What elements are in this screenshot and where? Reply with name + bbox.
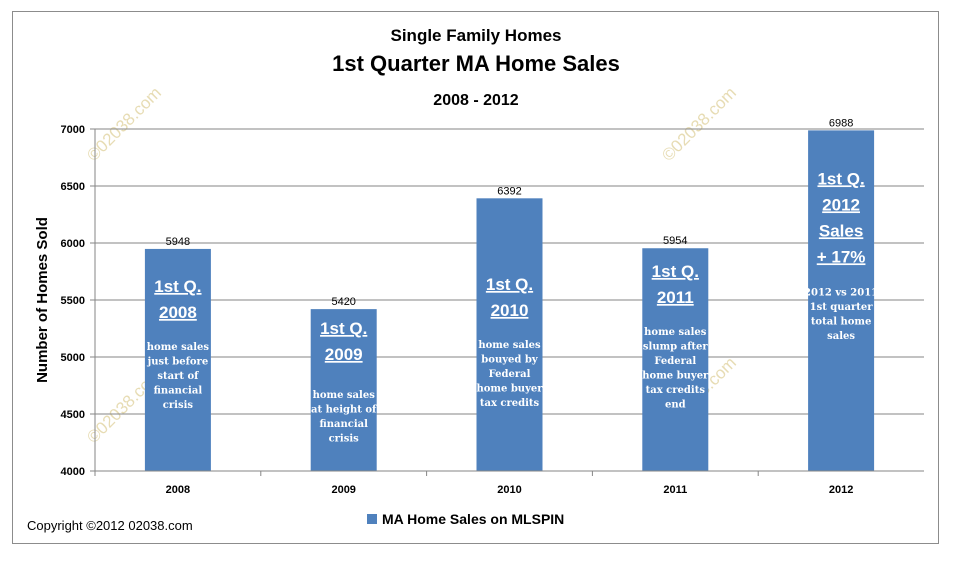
bar-annotation-heading: 1st Q. [817, 169, 864, 188]
data-label-2011: 5954 [663, 235, 687, 247]
bar-annotation-heading: 1st Q. [486, 275, 533, 294]
bar-annotation-heading: 2010 [491, 301, 529, 320]
bar-annotation-note: crisis [163, 400, 194, 411]
copyright: Copyright ©2012 02038.com [27, 518, 193, 533]
bar-annotation-note: sales [827, 331, 855, 342]
y-tick-label: 7000 [61, 124, 85, 136]
bar-annotation-note: at height of [311, 405, 377, 416]
bar-annotation-note: just before [147, 357, 209, 368]
bars: 5948 1st Q. 2008 home sales just before start… [144, 117, 878, 472]
bar-annotation-heading: 1st Q. [154, 277, 201, 296]
bar-annotation-note: slump after [643, 342, 709, 353]
legend-swatch [367, 514, 377, 524]
chart-period: 2008 - 2012 [433, 92, 519, 109]
data-label-2012: 6988 [829, 117, 853, 129]
bar-annotation-note: Federal [654, 356, 696, 367]
x-tick-label-2010: 2010 [497, 484, 521, 496]
x-tick-label-2008: 2008 [166, 484, 190, 496]
data-label-2010: 6392 [497, 185, 521, 197]
bar-annotation-note: start of [157, 371, 199, 382]
bar-annotation-heading: 2008 [159, 303, 197, 322]
bar-annotation-note: 1st quarter [810, 302, 874, 313]
bar-annotation-note: financial [319, 419, 368, 430]
bar-2008 [144, 248, 211, 471]
y-tick-label: 6500 [61, 181, 85, 193]
bar-annotation-note: 2012 vs 2011 [804, 287, 878, 298]
bar-annotation-heading: 2012 [822, 195, 860, 214]
x-tick-label-2012: 2012 [829, 484, 853, 496]
x-tick-label-2011: 2011 [663, 484, 687, 496]
bar-annotation-note: tax credits [646, 385, 706, 396]
bar-annotation-heading: 1st Q. [320, 319, 367, 338]
y-tick-label: 5500 [61, 295, 85, 307]
bar-annotation-note: home sales [478, 340, 541, 351]
bar-annotation-note: end [665, 400, 686, 411]
bar-2012 [808, 130, 875, 472]
bar-2011 [642, 248, 709, 471]
legend-label: MA Home Sales on MLSPIN [382, 511, 564, 527]
bar-annotation-heading: 2011 [657, 288, 694, 307]
bar-annotation-heading: 1st Q. [652, 262, 699, 281]
bar-annotation-note: crisis [329, 434, 360, 445]
bar-annotation-note: home sales [313, 390, 376, 401]
bar-annotation-heading: Sales [819, 221, 863, 240]
data-label-2008: 5948 [166, 236, 190, 248]
chart-title: Single Family Homes [391, 26, 562, 45]
y-tick-label: 4000 [61, 466, 85, 478]
bar-annotation-note: total home [811, 316, 872, 327]
bar-annotation-note: home buyer [642, 371, 709, 382]
bar-annotation-note: Federal [489, 369, 531, 380]
bar-annotation-note: home buyer [476, 384, 543, 395]
bar-2009 [310, 309, 377, 471]
y-axis-label: Number of Homes Sold [34, 217, 51, 383]
y-tick-labels: 4000 4500 5000 5500 6000 6500 7000 [61, 124, 85, 478]
y-tick-label: 4500 [61, 409, 85, 421]
data-label-2009: 5420 [331, 296, 355, 308]
x-tick-label-2009: 2009 [331, 484, 355, 496]
chart-subtitle: 1st Quarter MA Home Sales [332, 51, 620, 76]
bar-annotation-note: bouyed by [481, 355, 539, 366]
x-tick-labels: 2008 2009 2010 2011 2012 [94, 470, 924, 496]
watermark: ©02038.com [658, 83, 740, 165]
bar-annotation-note: home sales [147, 342, 210, 353]
bar-annotation-note: financial [154, 386, 203, 397]
bar-annotation-note: home sales [644, 327, 707, 338]
y-tick-label: 6000 [61, 238, 85, 250]
bar-2010 [476, 198, 543, 471]
y-tick-label: 5000 [61, 352, 85, 364]
bar-annotation-heading: + 17% [817, 247, 866, 266]
bar-annotation-note: tax credits [480, 398, 540, 409]
bar-annotation-heading: 2009 [325, 345, 363, 364]
